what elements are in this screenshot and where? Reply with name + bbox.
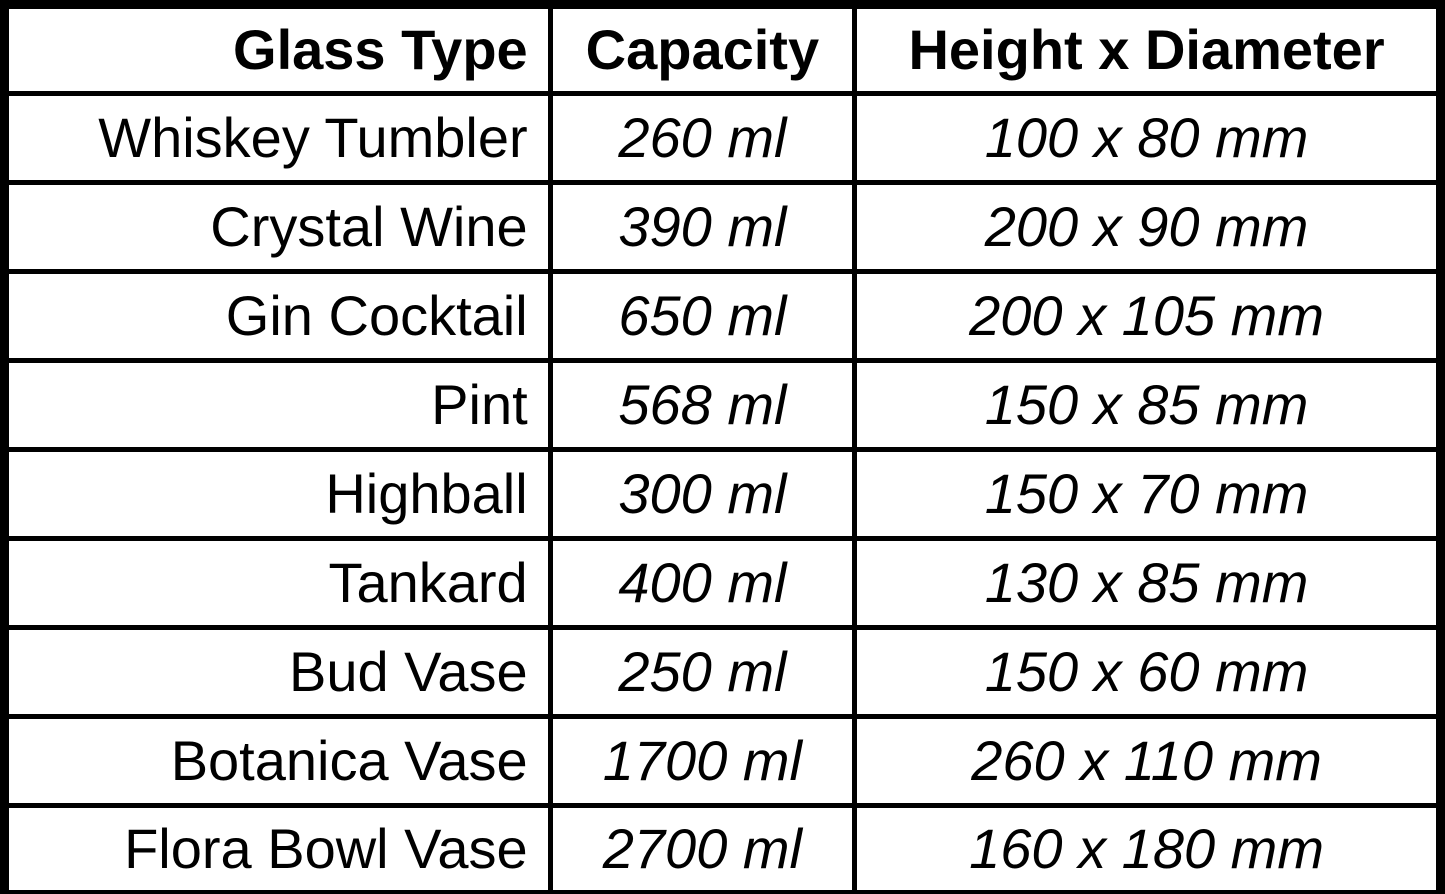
header-capacity: Capacity — [547, 2, 858, 96]
cell-height-x-diameter: 130 x 85 mm — [852, 536, 1443, 630]
cell-glass-type: Botanica Vase — [2, 714, 553, 808]
cell-glass-type: Tankard — [2, 536, 553, 630]
table-row: Crystal Wine 390 ml 200 x 90 mm — [2, 180, 1443, 274]
cell-capacity: 650 ml — [547, 269, 858, 363]
cell-capacity: 300 ml — [547, 447, 858, 541]
cell-capacity: 2700 ml — [547, 803, 858, 894]
header-height-x-diameter: Height x Diameter — [852, 2, 1443, 96]
cell-capacity: 250 ml — [547, 625, 858, 719]
table-row: Whiskey Tumbler 260 ml 100 x 80 mm — [2, 91, 1443, 185]
cell-height-x-diameter: 150 x 60 mm — [852, 625, 1443, 719]
cell-glass-type: Crystal Wine — [2, 180, 553, 274]
cell-height-x-diameter: 160 x 180 mm — [852, 803, 1443, 894]
header-row: Glass Type Capacity Height x Diameter — [2, 2, 1443, 96]
cell-capacity: 568 ml — [547, 358, 858, 452]
cell-height-x-diameter: 200 x 105 mm — [852, 269, 1443, 363]
table-row: Bud Vase 250 ml 150 x 60 mm — [2, 625, 1443, 719]
cell-glass-type: Highball — [2, 447, 553, 541]
table-row: Botanica Vase 1700 ml 260 x 110 mm — [2, 714, 1443, 808]
cell-height-x-diameter: 150 x 70 mm — [852, 447, 1443, 541]
cell-height-x-diameter: 100 x 80 mm — [852, 91, 1443, 185]
table-row: Highball 300 ml 150 x 70 mm — [2, 447, 1443, 541]
table-row: Gin Cocktail 650 ml 200 x 105 mm — [2, 269, 1443, 363]
cell-capacity: 390 ml — [547, 180, 858, 274]
cell-glass-type: Pint — [2, 358, 553, 452]
table-row: Pint 568 ml 150 x 85 mm — [2, 358, 1443, 452]
cell-glass-type: Flora Bowl Vase — [2, 803, 553, 894]
header-glass-type: Glass Type — [2, 2, 553, 96]
cell-glass-type: Whiskey Tumbler — [2, 91, 553, 185]
table-row: Tankard 400 ml 130 x 85 mm — [2, 536, 1443, 630]
cell-glass-type: Bud Vase — [2, 625, 553, 719]
cell-glass-type: Gin Cocktail — [2, 269, 553, 363]
cell-height-x-diameter: 150 x 85 mm — [852, 358, 1443, 452]
cell-capacity: 1700 ml — [547, 714, 858, 808]
table-row: Flora Bowl Vase 2700 ml 160 x 180 mm — [2, 803, 1443, 894]
cell-capacity: 400 ml — [547, 536, 858, 630]
cell-height-x-diameter: 200 x 90 mm — [852, 180, 1443, 274]
cell-capacity: 260 ml — [547, 91, 858, 185]
cell-height-x-diameter: 260 x 110 mm — [852, 714, 1443, 808]
